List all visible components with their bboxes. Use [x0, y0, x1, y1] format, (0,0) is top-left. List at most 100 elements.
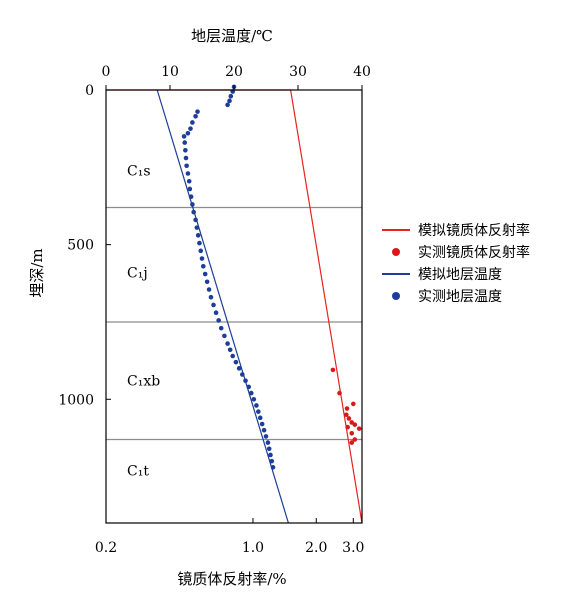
data-point-3-16 — [186, 178, 192, 184]
data-point-1-5 — [346, 416, 352, 421]
data-point-3-20 — [191, 209, 196, 215]
top-tick-label-4: 40 — [353, 64, 371, 80]
left-tick-label-0: 0 — [85, 83, 94, 99]
series-layer — [106, 84, 363, 524]
data-point-3-6 — [193, 113, 198, 119]
data-point-3-24 — [197, 240, 202, 246]
data-point-3-23 — [195, 233, 201, 238]
data-point-3-43 — [243, 378, 248, 384]
data-point-3-29 — [204, 279, 210, 285]
top-tick-label-0: 0 — [102, 64, 111, 80]
data-point-3-14 — [184, 163, 189, 169]
series-line-0 — [106, 89, 363, 524]
data-point-3-57 — [270, 465, 276, 470]
data-point-3-26 — [199, 256, 205, 261]
legend-swatch-3 — [392, 292, 400, 300]
data-point-3-34 — [216, 318, 221, 323]
series-points-3 — [181, 84, 276, 470]
data-point-3-13 — [183, 155, 189, 161]
legend-label-3: 实测地层温度 — [418, 289, 502, 305]
formation-labels: C₁s C₁j C₁xb C₁t — [127, 163, 160, 479]
formation-boundaries — [106, 206, 362, 441]
data-point-3-47 — [254, 403, 259, 408]
data-point-3-48 — [256, 409, 261, 414]
data-point-1-8 — [345, 424, 350, 430]
data-point-3-12 — [183, 148, 188, 153]
data-point-3-54 — [266, 446, 272, 452]
data-point-3-50 — [259, 421, 265, 427]
top-axis-ticks: 0 10 20 30 40 — [102, 64, 371, 90]
formation-label-3: C₁t — [127, 463, 149, 479]
bottom-tick-label-0: 0.2 — [95, 540, 117, 556]
data-point-3-42 — [240, 372, 245, 377]
bottom-tick-label-1: 1.0 — [242, 540, 264, 556]
data-point-3-21 — [193, 217, 198, 223]
formation-label-0: C₁s — [127, 163, 151, 179]
data-point-3-3 — [227, 98, 232, 104]
bottom-tick-label-2: 2.0 — [305, 540, 327, 556]
data-point-1-1 — [337, 390, 342, 396]
data-point-3-46 — [251, 396, 257, 402]
data-point-3-35 — [218, 325, 224, 331]
data-point-3-40 — [233, 359, 239, 365]
data-point-3-4 — [225, 102, 230, 108]
bottom-axis-ticks: 0.2 1.0 2.0 3.0 — [95, 518, 364, 556]
data-point-3-32 — [211, 302, 216, 308]
data-point-3-51 — [261, 427, 267, 433]
formation-label-2: C₁xb — [127, 374, 160, 390]
data-point-3-17 — [187, 186, 193, 192]
top-tick-label-2: 20 — [225, 64, 243, 80]
data-point-3-41 — [236, 366, 242, 371]
data-point-1-2 — [344, 406, 350, 411]
data-point-1-10 — [349, 431, 355, 436]
data-point-1-4 — [344, 412, 349, 418]
left-axis-title: 埋深/m — [28, 248, 46, 297]
data-point-3-56 — [269, 458, 275, 464]
data-point-3-30 — [206, 287, 212, 292]
data-point-3-11 — [182, 140, 188, 145]
top-axis-title: 地层温度/℃ — [191, 27, 273, 45]
data-point-1-11 — [352, 437, 358, 442]
data-point-3-39 — [230, 353, 236, 359]
data-point-3-2 — [228, 93, 234, 99]
data-point-1-0 — [330, 367, 336, 373]
data-point-1-12 — [349, 440, 355, 445]
data-point-1-3 — [351, 401, 356, 407]
legend-label-0: 模拟镜质体反射率 — [418, 222, 530, 239]
data-point-3-37 — [225, 341, 230, 346]
legend-label-2: 模拟地层温度 — [418, 267, 502, 283]
data-point-3-53 — [265, 440, 271, 445]
data-point-3-55 — [268, 452, 273, 458]
data-point-3-22 — [194, 225, 200, 230]
data-point-3-38 — [227, 347, 233, 353]
data-point-3-15 — [185, 171, 191, 176]
top-tick-label-1: 10 — [161, 64, 179, 80]
data-point-3-49 — [257, 415, 263, 421]
data-point-3-45 — [248, 390, 254, 396]
series-points-1 — [330, 367, 362, 445]
legend-swatch-1 — [392, 248, 400, 256]
data-point-3-28 — [202, 271, 208, 277]
data-point-3-8 — [188, 126, 193, 131]
left-axis-ticks: 0 500 1000 — [58, 83, 111, 408]
data-point-3-5 — [195, 109, 200, 114]
data-point-3-33 — [213, 310, 219, 315]
data-point-3-9 — [185, 131, 191, 136]
data-point-3-7 — [190, 120, 195, 125]
data-point-3-52 — [263, 434, 269, 439]
bottom-axis-title: 镜质体反射率/% — [177, 570, 286, 588]
data-point-1-7 — [352, 422, 358, 427]
series-line-2 — [156, 89, 289, 524]
top-tick-label-3: 30 — [289, 64, 307, 80]
data-point-3-27 — [200, 263, 206, 269]
data-point-3-10 — [181, 134, 187, 139]
data-point-3-44 — [246, 384, 252, 390]
legend-label-1: 实测镜质体反射率 — [418, 244, 530, 261]
data-point-3-31 — [208, 294, 214, 300]
data-point-3-25 — [198, 248, 204, 254]
formation-label-1: C₁j — [127, 265, 148, 281]
left-tick-label-1: 500 — [67, 238, 94, 254]
data-point-3-18 — [188, 194, 194, 199]
